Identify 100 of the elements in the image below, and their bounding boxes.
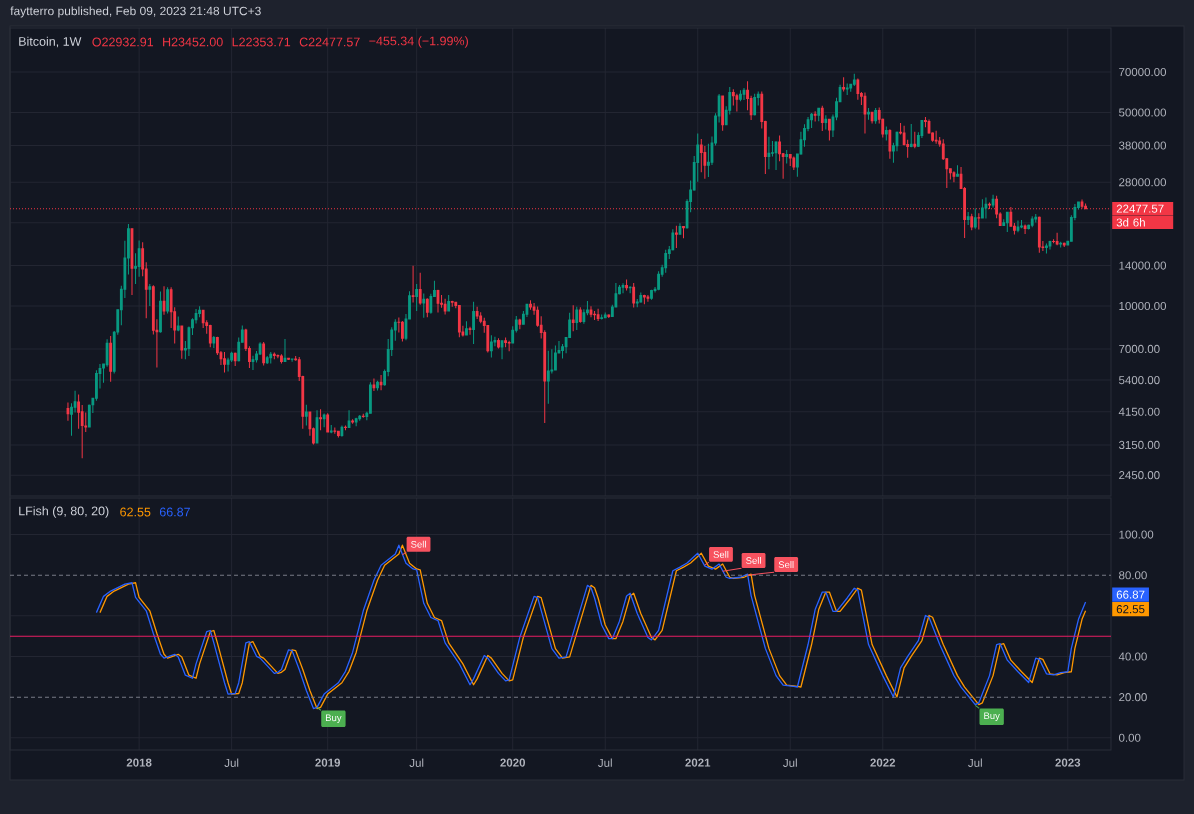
candlestick [774, 140, 778, 171]
text: faytterro published, Feb 09, 2023 21:48 UTC+3 [10, 6, 261, 18]
candlestick [208, 324, 212, 348]
candlestick [674, 225, 678, 249]
candlestick [824, 114, 828, 131]
candlestick [650, 289, 653, 301]
candlestick [269, 351, 273, 365]
candlestick [465, 320, 468, 336]
candlestick [682, 225, 685, 239]
candlestick [497, 337, 500, 350]
candlestick [952, 170, 956, 183]
annotation: L22353.71 [232, 37, 291, 47]
candlestick [507, 340, 511, 352]
candlestick [180, 325, 184, 360]
candlestick [340, 425, 344, 438]
candlestick [934, 130, 938, 145]
candlestick [546, 350, 550, 405]
candlestick [817, 107, 821, 122]
candlestick [422, 292, 426, 319]
y-tick-label: 5400.00 [1118, 376, 1160, 385]
candlestick [575, 306, 579, 331]
candlestick [842, 76, 846, 93]
candlestick [603, 311, 607, 319]
candlestick [813, 110, 817, 123]
candlestick [130, 227, 134, 296]
candlestick [468, 326, 472, 336]
candlestick [970, 213, 974, 231]
y-tick-label: 4150.00 [1118, 407, 1160, 416]
candlestick [596, 308, 600, 322]
candlestick [425, 297, 429, 318]
candlestick [639, 292, 643, 304]
candlestick [223, 351, 226, 374]
x-tick-label: Jul [783, 758, 797, 767]
candlestick [450, 300, 454, 308]
y-tick-label: 50000.00 [1118, 108, 1167, 117]
candlestick [358, 414, 362, 422]
candlestick [888, 128, 892, 160]
candlestick [472, 301, 475, 345]
candlestick [415, 283, 419, 312]
annotation: 66.87 [159, 507, 190, 517]
annotation: −455.34 (−1.99%) [369, 36, 468, 48]
annotation: H23452.00 [163, 37, 223, 47]
candlestick [642, 294, 646, 305]
annotation: C22477.57 [299, 37, 360, 47]
candlestick [792, 156, 796, 171]
y-tick-label: 10000.00 [1119, 301, 1167, 311]
candlestick [66, 401, 70, 422]
candlestick [973, 208, 977, 230]
y-tick-label: 40.00 [1118, 652, 1147, 661]
candlestick [329, 424, 333, 434]
x-tick-label: 2019 [315, 758, 341, 767]
candlestick [489, 334, 493, 358]
candlestick [372, 378, 376, 392]
y-tick-label: 28000.00 [1119, 178, 1167, 187]
candlestick [884, 126, 888, 141]
y-tick-label: 38000.00 [1118, 141, 1167, 150]
candlestick [984, 196, 988, 220]
candlestick [272, 351, 276, 360]
candlestick [767, 136, 771, 170]
candlestick [678, 222, 682, 236]
candlestick [980, 198, 984, 219]
candlestick [287, 357, 290, 361]
candlestick [379, 374, 383, 391]
candlestick [233, 351, 237, 367]
x-tick-label: 2022 [870, 758, 896, 767]
candlestick [265, 355, 269, 365]
annotation: Sell [778, 561, 794, 569]
candlestick [870, 111, 874, 124]
candlestick [632, 282, 636, 308]
candlestick [966, 211, 970, 226]
annotation: Sell [713, 550, 729, 558]
candlestick [411, 265, 415, 303]
candlestick [589, 305, 593, 318]
candlestick [753, 93, 757, 117]
candlestick [262, 341, 266, 366]
candlestick [1055, 232, 1059, 246]
candlestick [304, 404, 308, 427]
y-tick-label: 70000.00 [1119, 68, 1167, 77]
text: Bitcoin, 1W [19, 36, 82, 48]
candlestick [290, 357, 294, 363]
y-tick-label: 100.00 [1119, 530, 1154, 539]
candlestick [909, 123, 913, 148]
candlestick [418, 272, 422, 306]
candlestick [1005, 211, 1009, 233]
candlestick [159, 291, 162, 334]
annotation: Buy [326, 714, 342, 724]
candlestick [351, 418, 354, 425]
annotation: 62.55 [120, 507, 151, 517]
candlestick [436, 289, 440, 314]
candlestick [322, 413, 326, 428]
ref-line-label: 20.00 [1119, 693, 1147, 702]
candlestick [109, 335, 113, 383]
candlestick [162, 285, 166, 316]
candlestick [646, 294, 650, 303]
ref-line-label: 22477.57 [1116, 204, 1164, 213]
x-tick-label: Jul [968, 758, 982, 767]
x-tick-label: 2018 [126, 758, 152, 767]
candlestick [571, 304, 575, 332]
candlestick [336, 430, 340, 439]
y-tick-label: 7000.00 [1119, 344, 1160, 353]
